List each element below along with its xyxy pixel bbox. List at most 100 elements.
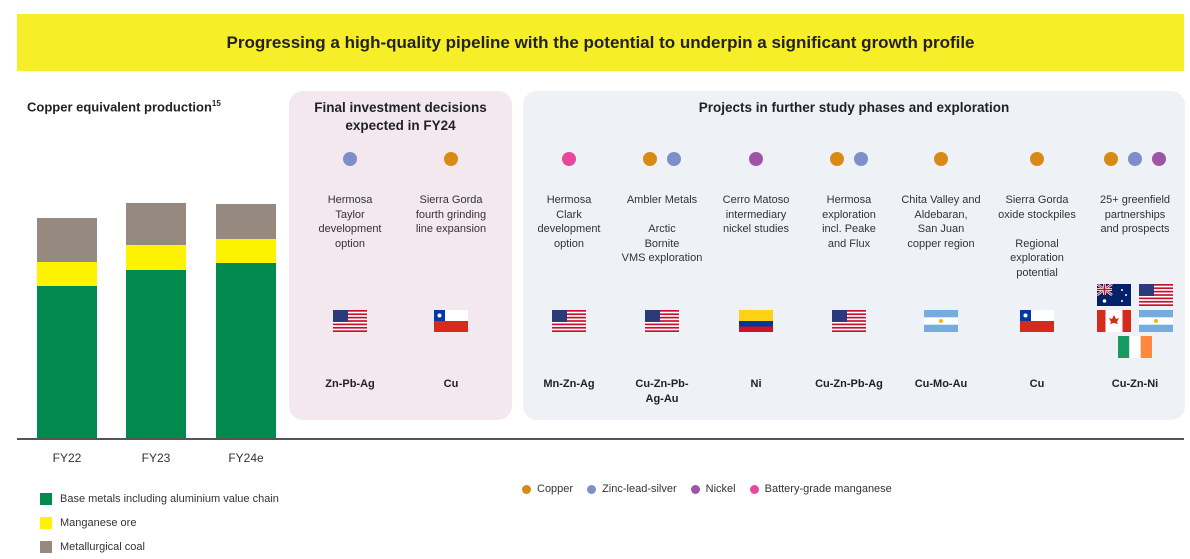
- commodity-legend-label: Nickel: [705, 483, 736, 495]
- manganese-dot-icon: [749, 484, 759, 494]
- study-panel-title: Projects in further study phases and exp…: [698, 100, 1010, 115]
- copper-dot-icon: [444, 152, 458, 166]
- zinc-lead-silver-dot-icon: [587, 484, 597, 494]
- project-card: Sierra Gorda fourth grinding line expans…: [402, 151, 500, 390]
- project-name: Sierra Gorda oxide stockpiles Regional e…: [998, 194, 1076, 279]
- commodity-label: Mn-Zn-Ag: [543, 378, 595, 390]
- commodity-label: Ni: [750, 378, 762, 390]
- country-flags: [402, 310, 500, 332]
- header-banner: Progressing a high-quality pipeline with…: [17, 14, 1184, 71]
- project-card: Hermosa exploration incl. Peake and Flux…: [800, 151, 898, 390]
- project-card: Hermosa Clark development option Mn-Zn-Ag: [520, 151, 618, 390]
- commodity-label: Cu: [443, 378, 459, 390]
- cl-flag-icon: [1020, 310, 1054, 332]
- project-name: Sierra Gorda fourth grinding line expans…: [415, 194, 487, 235]
- legend-swatch: [40, 517, 52, 529]
- commodity-dots: [343, 151, 357, 167]
- commodity-legend-item: Nickel: [690, 483, 736, 495]
- commodity-legend-label: Copper: [537, 483, 574, 495]
- commodity-dots: [1104, 151, 1166, 167]
- chart-title-text: Copper equivalent production: [27, 99, 212, 115]
- x-tick-label: FY24e: [228, 451, 264, 465]
- nickel-dot-icon: [749, 152, 763, 166]
- commodity-dots: [643, 151, 681, 167]
- commodity-legend: Copper Zinc-lead-silver Nickel Battery-grad…: [522, 483, 892, 495]
- bar-segment: [37, 286, 97, 439]
- commodity-legend-label: Zinc-lead-silver: [602, 483, 677, 495]
- chart-title: Copper equivalent production15: [27, 99, 221, 114]
- project-card: Ambler Metals Arctic Bornite VMS explora…: [613, 151, 711, 405]
- commodity-legend-item: Battery-grade manganese: [749, 483, 892, 495]
- commodity-label: Cu-Zn-Pb- Ag-Au: [635, 378, 689, 405]
- x-tick-label: FY22: [53, 451, 82, 465]
- legend-label: Base metals including aluminium value ch…: [60, 493, 279, 505]
- legend-swatch: [40, 493, 52, 505]
- commodity-dots: [934, 151, 948, 167]
- project-card: 25+ greenfield partnerships and prospect…: [1086, 151, 1184, 390]
- cl-flag-icon: [434, 310, 468, 332]
- ar-flag-icon: [1139, 310, 1173, 332]
- project-card: Sierra Gorda oxide stockpiles Regional e…: [988, 151, 1086, 390]
- legend-item: Base metals including aluminium value ch…: [40, 487, 279, 511]
- commodity-dots: [562, 151, 576, 167]
- country-flags: [613, 310, 711, 332]
- us-flag-icon: [333, 310, 367, 332]
- commodity-dots: [1030, 151, 1044, 167]
- commodity-label: Cu-Mo-Au: [914, 378, 968, 390]
- us-flag-icon: [552, 310, 586, 332]
- commodity-label: Cu-Zn-Ni: [1111, 378, 1159, 390]
- manganese-dot-icon: [562, 152, 576, 166]
- au-flag-icon: [1097, 284, 1131, 306]
- nickel-dot-icon: [690, 484, 700, 494]
- legend-item: Manganese ore: [40, 511, 279, 535]
- fid-panel-title: Final investment decisions expected in FY…: [289, 99, 512, 135]
- commodity-dots: [749, 151, 763, 167]
- country-flags: [1086, 284, 1184, 358]
- study-panel: Projects in further study phases and exp…: [523, 91, 1185, 420]
- country-flags: [988, 310, 1086, 332]
- legend-item: Metallurgical coal: [40, 535, 279, 559]
- bar-segment: [37, 262, 97, 286]
- bar-segment: [37, 218, 97, 262]
- copper-dot-icon: [1104, 152, 1118, 166]
- commodity-label: Cu: [1029, 378, 1045, 390]
- co-flag-icon: [739, 310, 773, 332]
- us-flag-icon: [832, 310, 866, 332]
- zinc-lead-silver-dot-icon: [1128, 152, 1142, 166]
- banner-title: Progressing a high-quality pipeline with…: [226, 32, 975, 52]
- bar-segment: [126, 203, 186, 245]
- ie-flag-icon: [1118, 336, 1152, 358]
- country-flags: [800, 310, 898, 332]
- country-flags: [707, 310, 805, 332]
- flag-row: [1097, 336, 1173, 358]
- zinc-lead-silver-dot-icon: [343, 152, 357, 166]
- project-card: Hermosa Taylor development option Zn-Pb-A…: [301, 151, 399, 390]
- project-name: Hermosa Taylor development option: [318, 194, 382, 250]
- copper-dot-icon: [1030, 152, 1044, 166]
- project-name: Cerro Matoso intermediary nickel studies: [722, 194, 790, 235]
- fid-panel-title-line: expected in FY24: [345, 118, 456, 133]
- commodity-label: Zn-Pb-Ag: [325, 378, 375, 390]
- country-flags: [301, 310, 399, 332]
- copper-dot-icon: [522, 484, 531, 494]
- bar-segment: [126, 245, 186, 270]
- x-axis-line: [17, 438, 1184, 440]
- project-name: Hermosa exploration incl. Peake and Flux: [822, 194, 876, 250]
- nickel-dot-icon: [1152, 152, 1166, 166]
- fid-panel-title-line: Final investment decisions: [314, 100, 487, 115]
- commodity-legend-label: Battery-grade manganese: [764, 483, 892, 495]
- project-name: Chita Valley and Aldebaran, San Juan cop…: [901, 194, 981, 250]
- ca-flag-icon: [1097, 310, 1131, 332]
- copper-dot-icon: [934, 152, 948, 166]
- production-chart: FY22 FY23 FY24e: [37, 203, 276, 465]
- ar-flag-icon: [924, 310, 958, 332]
- project-name: 25+ greenfield partnerships and prospect…: [1099, 194, 1171, 235]
- legend-swatch: [40, 541, 52, 553]
- legend-label: Metallurgical coal: [60, 541, 145, 553]
- copper-dot-icon: [643, 152, 657, 166]
- chart-legend: Base metals including aluminium value ch…: [40, 487, 279, 559]
- project-name: Hermosa Clark development option: [537, 194, 601, 250]
- us-flag-icon: [645, 310, 679, 332]
- chart-title-footnote: 15: [211, 99, 221, 108]
- project-name: Ambler Metals Arctic Bornite VMS explora…: [621, 194, 703, 264]
